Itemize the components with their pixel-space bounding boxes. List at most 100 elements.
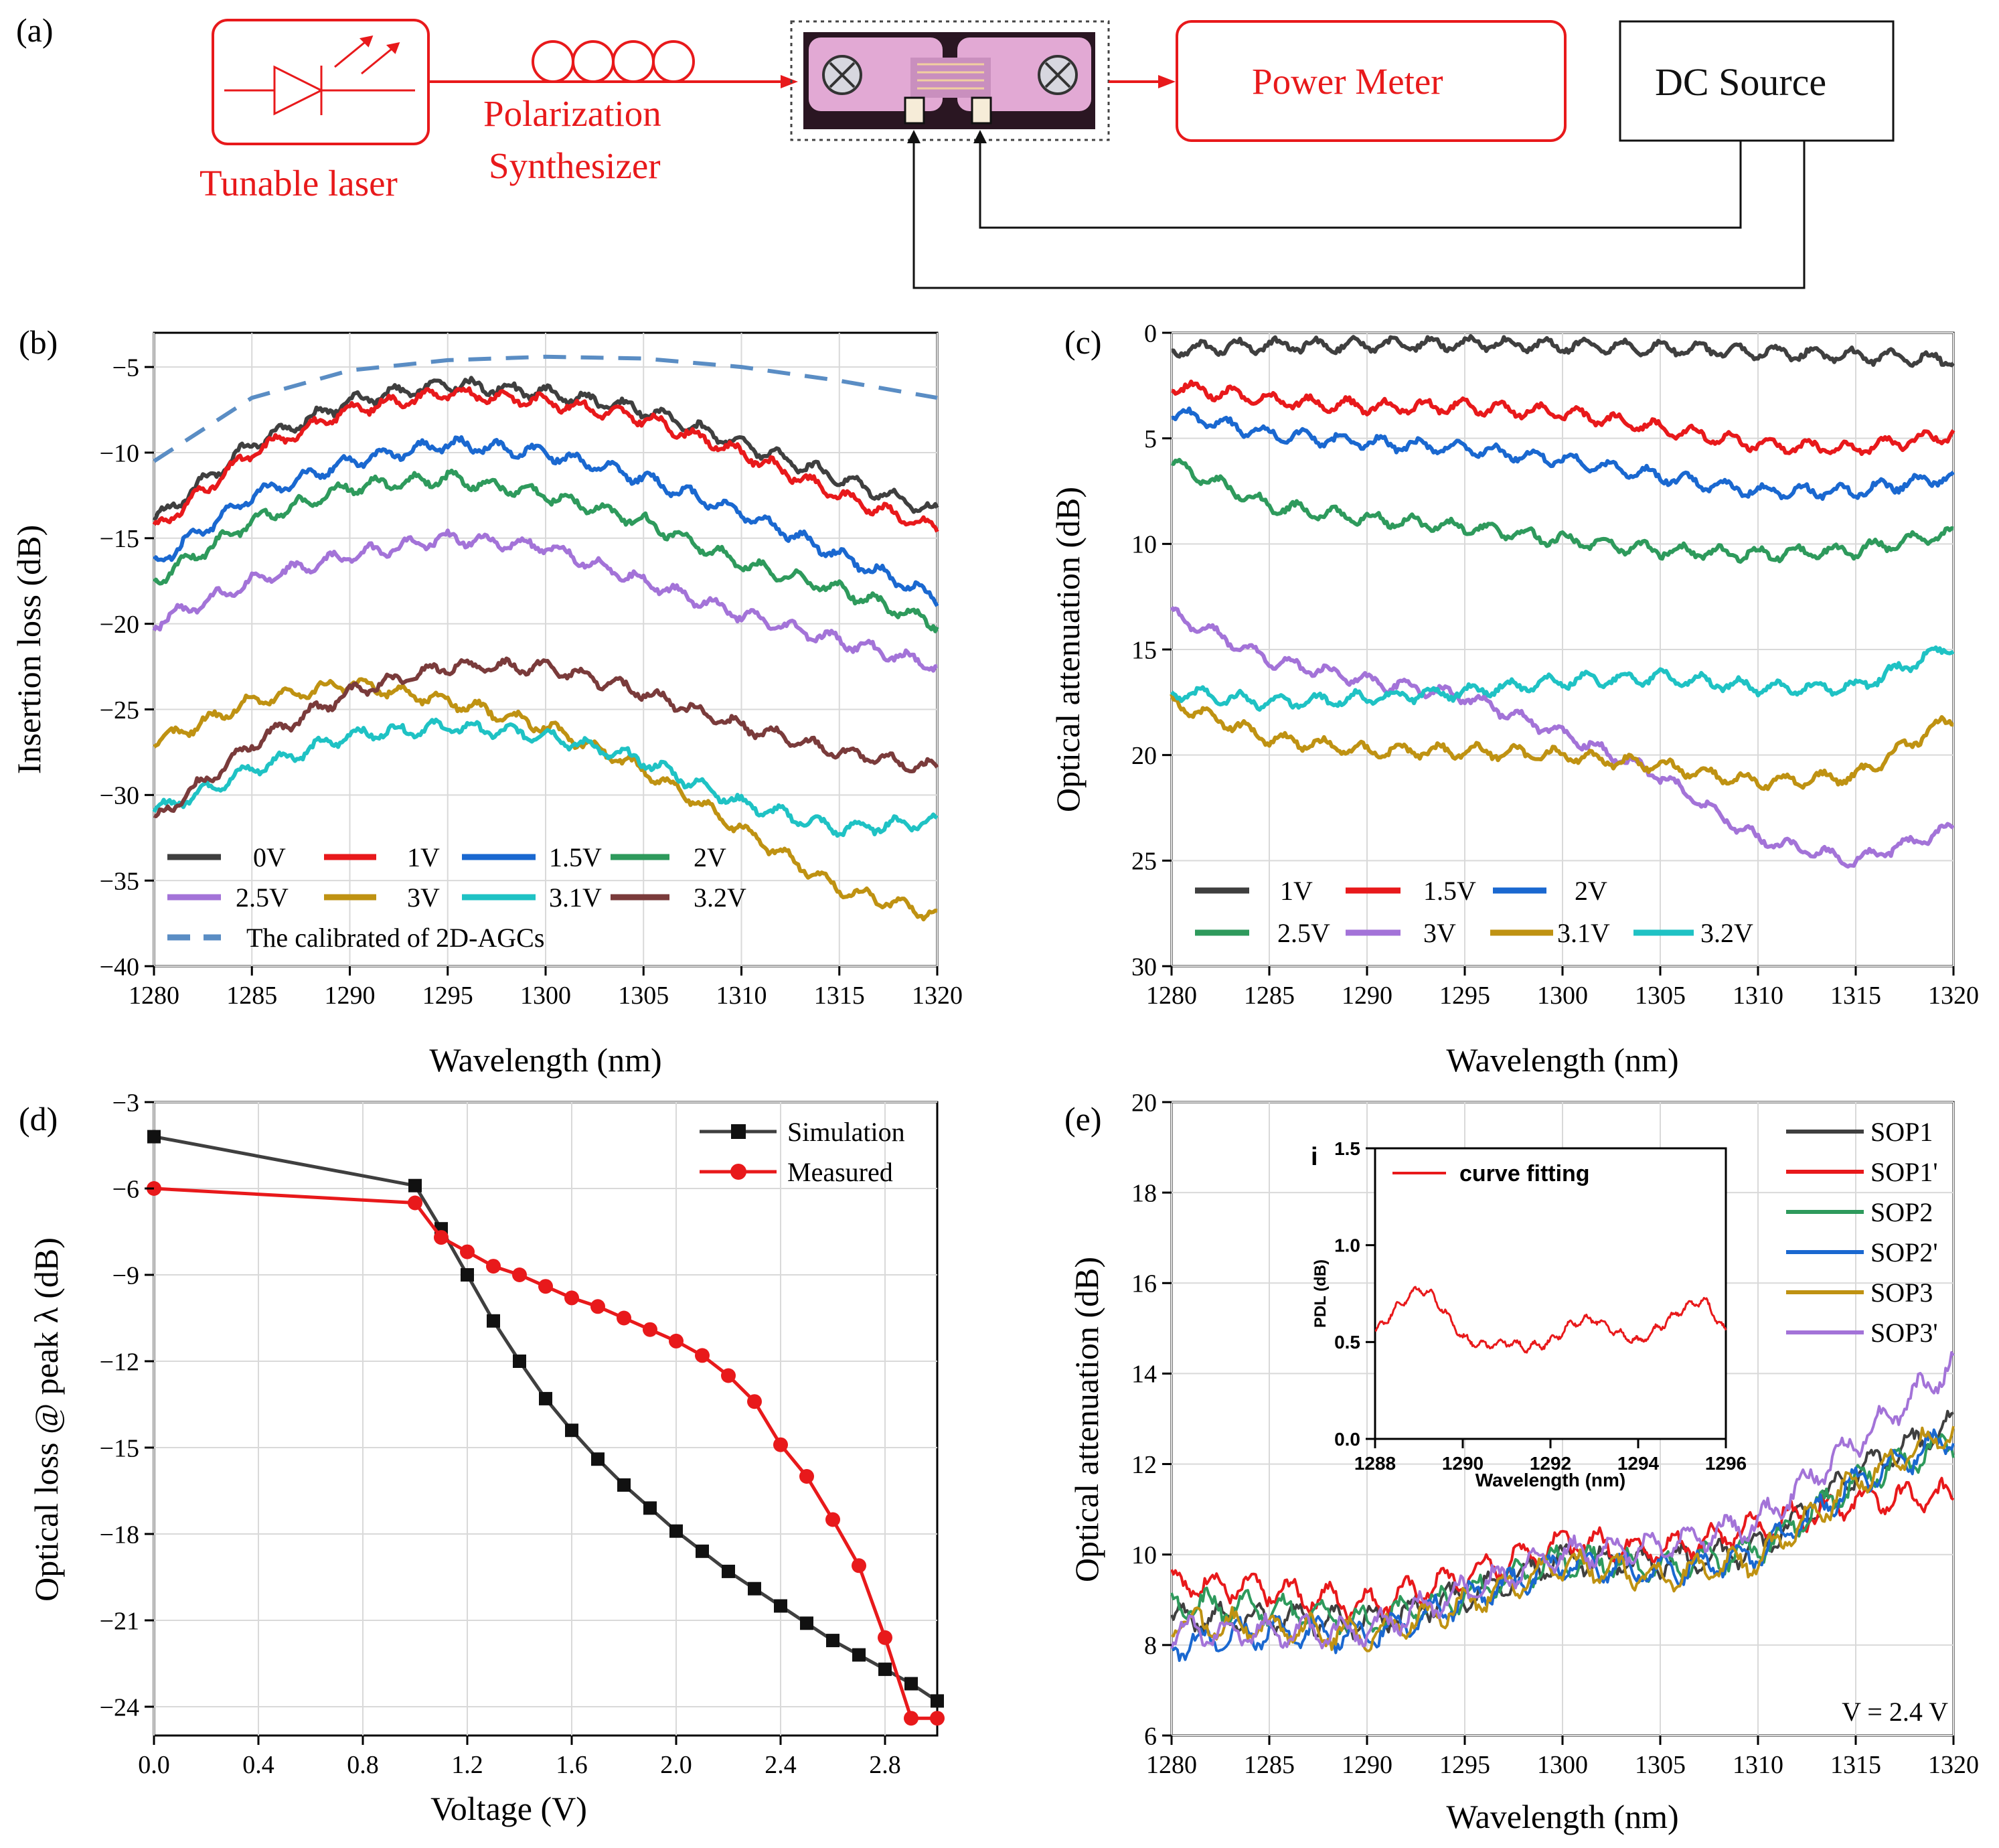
legend-label: SOP1' [1870, 1157, 1938, 1187]
chip-image [803, 32, 1095, 129]
x-tick-label: 1290 [1442, 1453, 1484, 1474]
chart-c-grid [1171, 332, 1954, 967]
y-tick-label: 14 [1131, 1361, 1157, 1389]
data-point [539, 1391, 552, 1405]
legend-label: 1.5V [549, 842, 602, 872]
x-tick-label: 1280 [1146, 982, 1197, 1010]
data-point [461, 1268, 474, 1282]
y-tick-label: 0.5 [1334, 1332, 1360, 1353]
series-line-curve-fitting [1374, 1286, 1727, 1354]
data-point [512, 1267, 527, 1282]
data-point [486, 1259, 501, 1274]
data-point [408, 1178, 422, 1192]
x-tick-label: 1.2 [451, 1751, 483, 1779]
data-point [774, 1599, 787, 1613]
y-tick-label: 1.5 [1334, 1138, 1360, 1159]
series-line-3-1v [152, 717, 939, 838]
x-tick-label: 1.6 [556, 1751, 588, 1779]
y-tick-label: 16 [1131, 1270, 1157, 1298]
chart-d-ticks: 0.0 0.4 0.8 1.2 1.6 2.0 2.4 2.8 −3 −6 −9 −12 −15 −18 −… [100, 1089, 901, 1779]
data-point [434, 1230, 449, 1245]
legend-label: The calibrated of 2D-AGCs [246, 923, 544, 953]
x-tick-label: 1290 [325, 982, 376, 1010]
x-tick-label: 1315 [814, 982, 865, 1010]
dc-source-label: DC Source [1655, 60, 1826, 104]
data-point [800, 1616, 813, 1630]
legend-marker-circle [730, 1164, 746, 1180]
wire-arrow-1 [973, 130, 987, 143]
data-point [590, 1299, 605, 1314]
legend-label: SOP1 [1870, 1117, 1933, 1147]
arrow-head-2 [1158, 75, 1176, 88]
series-line-3-2v [153, 656, 939, 819]
chart-e: (e) 1280 1285 1290 1295 1300 1305 1310 1315 1320… [1064, 1089, 1979, 1835]
data-point [773, 1437, 788, 1452]
x-tick-label: 1295 [1439, 1751, 1490, 1779]
data-point [564, 1290, 579, 1306]
y-tick-label: 0 [1144, 319, 1157, 348]
y-tick-label: −15 [100, 525, 139, 553]
data-point [513, 1355, 526, 1368]
chart-e-xlabel: Wavelength (nm) [1446, 1798, 1678, 1835]
x-tick-label: 1288 [1354, 1453, 1396, 1474]
panel-label-c: (c) [1064, 323, 1102, 361]
x-tick-label: 0.0 [138, 1751, 170, 1779]
chart-c: (c) 1280 1285 1290 1295 1300 1305 1310 1315 1320… [1049, 319, 1979, 1079]
legend-label: 2V [1575, 876, 1607, 906]
y-tick-label: 30 [1131, 953, 1157, 981]
x-tick-label: 1320 [1928, 1751, 1979, 1779]
series-line-1-5v [1171, 379, 1955, 456]
laser-label: Tunable laser [199, 163, 398, 204]
series-line-3-1v [1170, 693, 1954, 791]
data-point [643, 1501, 657, 1515]
chart-b-legend: 0V 1V 1.5V 2V 2.5V 3V 3.1V 3.2V The cali… [167, 842, 746, 953]
chart-b-ticks: 1280 1285 1290 1295 1300 1305 1310 1315 1320 −5 −1… [100, 354, 963, 1010]
control-wires [912, 139, 1806, 289]
synth-label-2: Synthesizer [489, 145, 661, 186]
y-tick-label: 18 [1131, 1179, 1157, 1207]
y-tick-label: 10 [1131, 531, 1157, 559]
x-tick-label: 1315 [1830, 1751, 1881, 1779]
series-line-measured [153, 1186, 937, 1720]
y-tick-label: −30 [100, 782, 139, 810]
inset-legend-label: curve fitting [1459, 1161, 1590, 1186]
series-line-sop3 [1171, 1426, 1955, 1652]
data-point [617, 1310, 631, 1326]
x-tick-label: 1285 [1244, 982, 1295, 1010]
chart-e-ylabel: Optical attenuation (dB) [1068, 1257, 1105, 1582]
x-tick-label: 1280 [1146, 1751, 1197, 1779]
legend-label: 3V [407, 882, 440, 913]
series-line-2v [152, 468, 939, 633]
chart-d-xlabel: Voltage (V) [430, 1790, 587, 1827]
x-tick-label: 0.8 [347, 1751, 379, 1779]
y-tick-label: 20 [1131, 742, 1157, 770]
x-tick-label: 2.0 [660, 1751, 692, 1779]
x-tick-label: 1310 [716, 982, 767, 1010]
data-point [669, 1524, 683, 1538]
legend-label: 1.5V [1423, 876, 1476, 906]
chart-e-inset: 1288 1290 1292 1294 1296 0.0 0.5 1.0 1.5 i curve… [1311, 1138, 1747, 1490]
legend-label: 3V [1423, 918, 1456, 948]
chart-d-ylabel: Optical loss @ peak λ (dB) [27, 1237, 65, 1602]
chart-c-xlabel: Wavelength (nm) [1446, 1041, 1678, 1079]
x-tick-label: 1305 [1635, 1751, 1686, 1779]
data-point [826, 1634, 839, 1648]
chart-e-legend: SOP1 SOP1' SOP2 SOP2' SOP3 SOP3' [1786, 1117, 1938, 1348]
data-point [930, 1711, 945, 1726]
y-tick-label: 8 [1144, 1632, 1157, 1660]
legend-label: 3.2V [1700, 918, 1753, 948]
legend-label: SOP3 [1870, 1278, 1933, 1308]
series-line-1v [152, 386, 939, 533]
y-tick-label: −21 [100, 1607, 139, 1635]
series-line-0v [152, 376, 939, 522]
legend-label: 3.1V [1557, 918, 1610, 948]
x-tick-label: 1315 [1830, 982, 1881, 1010]
x-tick-label: 1300 [520, 982, 571, 1010]
chart-e-annotation: V = 2.4 V [1842, 1697, 1948, 1727]
y-tick-label: 25 [1131, 848, 1157, 876]
y-tick-label: −9 [112, 1261, 139, 1290]
y-tick-label: −3 [112, 1089, 139, 1117]
x-tick-label: 1305 [1635, 982, 1686, 1010]
x-tick-label: 1280 [129, 982, 179, 1010]
